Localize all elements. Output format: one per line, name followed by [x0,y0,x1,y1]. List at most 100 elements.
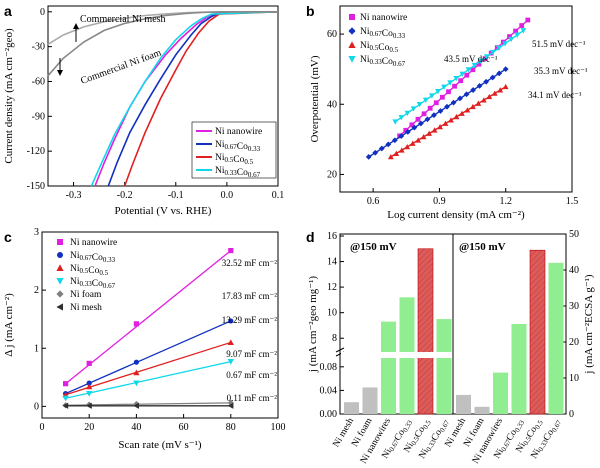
chart-b-slope-label: 35.3 mV dec⁻¹ [534,66,588,76]
chart-b-point [483,78,490,85]
chart-b-point [463,91,470,98]
chart-d-bar-hatch [529,249,546,415]
chart-a-series-line [90,11,279,187]
chart-b-point [421,111,427,117]
chart-b-point [442,120,449,126]
chart-b-legend-marker [348,56,356,63]
chart-b-point [470,67,476,73]
chart-b-point [477,58,484,64]
chart-c-legend-label: Ni0.5Co0.5 [70,264,109,277]
chart-d-left-tick-label: 0.08 [320,362,338,373]
chart-c-legend-marker [57,252,63,258]
chart-c-point [228,248,234,254]
chart-c: 0 20 40 60 80 100 0 1 2 3 32.52 mF cm⁻² 17.83 mF c… [3,227,286,451]
chart-d-right-tick-label: 30 [569,301,579,312]
chart-a: -0.3 -0.2 -0.1 0.0 0.1 0 -30 -60 -90 -120 -150 Pot… [3,5,284,217]
chart-d-left-tick-label: 8 [332,333,337,344]
chart-c-fit-line [65,341,231,396]
chart-b-legend: Ni nanowire Ni0.67Co0.33Ni0.5Co0.5Ni0.33C… [348,13,407,68]
chart-c-legend-marker [56,278,64,285]
chart-b-point [427,105,433,111]
chart-b-point [437,123,443,130]
chart-a-ytick-label: -120 [27,146,45,157]
chart-b-point [404,143,411,150]
chart-c-ytick-label: 3 [34,227,39,238]
chart-d-bar [344,402,359,414]
chart-d-bar [381,321,396,414]
chart-b-ytick-label: 20 [327,169,337,180]
chart-a-arrow-down [57,58,63,76]
chart-c-capacitance-label: 13.29 mF cm⁻² [222,315,278,325]
chart-d-left-tick-label: 12 [327,282,337,293]
chart-c-legend-marker [57,239,63,245]
chart-c-point [133,400,140,408]
chart-d-bar [548,262,564,414]
chart-b-point [428,93,435,99]
chart-c-xtick-label: 20 [84,422,94,433]
chart-b-point [465,67,472,73]
chart-c-point [227,402,234,409]
chart-d-category-label: Ni0.5Co0.5 [402,416,433,456]
chart-b-legend-marker [348,41,356,48]
chart-c-xtick-label: 80 [226,422,236,433]
chart-b-point [447,80,454,86]
chart-b-point [446,89,451,95]
chart-b-point [496,45,502,51]
chart-c-fit-line [65,402,231,406]
chart-a-series-line [94,11,279,187]
chart-b-point [502,41,508,47]
chart-b-legend-label: Ni0.5Co0.5 [360,41,399,54]
chart-b-point [491,90,498,96]
chart-d-category-label: Ni0.67Co0.33 [492,416,526,462]
chart-b-point [378,145,385,152]
chart-a-xtick-label: -0.3 [66,190,82,201]
chart-c-frame [41,231,279,419]
chart-d-bar [362,387,378,414]
chart-a-series-line [107,11,279,187]
chart-c-point [86,380,92,386]
chart-a-ylabel: Current density (mA cm⁻²geo) [3,28,15,164]
chart-c-point [133,369,140,376]
chart-b-point [507,34,512,39]
chart-c-point [63,381,69,387]
chart-b-point [393,150,400,156]
chart-d-right-tick-label: 40 [569,265,579,276]
chart-b-point [470,87,476,93]
chart-a-ytick-label: -60 [32,76,45,87]
chart-b-point [398,115,405,121]
chart-c-point [133,402,139,409]
chart-c-point [62,395,69,402]
chart-a-xlabel: Potential (V vs. RHE) [115,205,212,217]
chart-c-legend-label: Ni0.33Co0.67 [70,277,116,290]
chart-b-legend-label: Ni nanowire [360,13,407,23]
chart-a-series-line [47,11,279,77]
chart-b-legend-marker [348,27,356,35]
chart-b-point [513,28,519,34]
chart-d-break-band [341,352,452,357]
chart-b-point [439,94,445,100]
chart-c-legend-label: Ni mesh [70,303,102,313]
chart-d-right-tick-label: 10 [569,373,579,384]
panel-label-c: c [4,229,12,245]
chart-b-point [496,70,503,77]
chart-d-category-label: Ni0.5Co0.5 [514,416,545,456]
chart-b-point [514,32,521,38]
chart-d-bar [493,372,508,414]
chart-c-legend: Ni nanowire Ni0.67Co0.33Ni0.5Co0.5Ni0.33C… [56,238,117,313]
chart-b-point [508,36,515,43]
chart-b-ytick-label: 60 [327,29,337,40]
chart-a-series-line [123,11,279,187]
chart-c-point [86,390,93,397]
chart-a-legend-label: Ni nanowire [215,127,262,137]
chart-a-legend: Ni nanowire Ni0.67Co0.33Ni0.5Co0.5Ni0.33C… [191,121,277,179]
chart-b-point [450,99,457,106]
chart-d-left-tick-label: 0.00 [320,409,338,420]
chart-b-point [441,84,447,90]
chart-b-point [458,78,464,84]
chart-c-point [86,402,92,409]
chart-b-point [475,100,482,106]
chart-d-right-tick-label: 50 [569,229,579,240]
chart-c-legend-label: Ni0.67Co0.33 [70,251,116,264]
chart-b-legend-marker [349,14,355,20]
chart-c-capacitance-label: 17.83 mF cm⁻² [222,291,278,301]
